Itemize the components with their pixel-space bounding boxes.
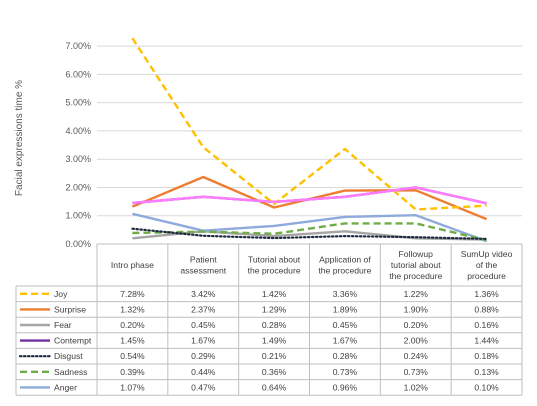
series-lines <box>131 37 488 243</box>
table-cell: 1.67% <box>333 336 358 346</box>
table-cell: 0.20% <box>120 320 145 330</box>
category-label: the procedure <box>248 266 301 276</box>
category-label: of the <box>476 260 498 270</box>
table-cell: 1.44% <box>474 336 499 346</box>
table-cell: 0.45% <box>191 320 216 330</box>
category-label: procedure <box>467 271 506 281</box>
table-cell: 1.22% <box>404 289 429 299</box>
table-cell: 1.42% <box>262 289 287 299</box>
series-name: Fear <box>54 320 72 330</box>
series-name: Anger <box>54 382 77 392</box>
table-cell: 0.24% <box>404 351 429 361</box>
category-label: Tutorial about <box>248 254 301 264</box>
category-label: Followup <box>399 249 434 259</box>
table-cell: 3.36% <box>333 289 358 299</box>
table-cell: 0.45% <box>333 320 358 330</box>
y-axis-ticks: 0.00% 1.00% 2.00% 3.00% 4.00% 5.00% 6.00% 7.00% <box>65 41 91 249</box>
series-name: Contempt <box>54 336 92 346</box>
series-line-overlay <box>132 186 487 205</box>
category-label: Application of <box>319 254 371 264</box>
y-tick-label: 5.00% <box>65 98 91 108</box>
table-cell: 0.88% <box>474 304 499 314</box>
table-cell: 0.44% <box>191 367 216 377</box>
table-cell: 1.89% <box>333 304 358 314</box>
y-tick-label: 6.00% <box>65 69 91 79</box>
y-tick-label: 4.00% <box>65 126 91 136</box>
table-cell: 1.36% <box>474 289 499 299</box>
category-label: tutorial about <box>391 260 441 270</box>
table-cell: 0.18% <box>474 351 499 361</box>
table-cell: 1.90% <box>404 304 429 314</box>
table-cell: 0.96% <box>333 382 358 392</box>
table-cell: 1.29% <box>262 304 287 314</box>
table-cell: 1.49% <box>262 336 287 346</box>
table-cell: 0.73% <box>333 367 358 377</box>
category-label: the procedure <box>389 271 442 281</box>
y-tick-label: 7.00% <box>65 41 91 51</box>
category-label: Patient <box>190 254 217 264</box>
y-tick-label: 1.00% <box>65 211 91 221</box>
table-cell: 3.42% <box>191 289 216 299</box>
category-label: assessment <box>180 266 226 276</box>
table-cell: 7.28% <box>120 289 145 299</box>
table-cell: 1.67% <box>191 336 216 346</box>
table-cell: 0.20% <box>404 320 429 330</box>
table-cell: 0.64% <box>262 382 287 392</box>
y-axis-label: Facial expressions time % <box>14 80 25 196</box>
category-label: the procedure <box>318 266 371 276</box>
table-cell: 1.32% <box>120 304 145 314</box>
series-line-sadness <box>132 222 487 242</box>
grid-lines <box>97 45 522 245</box>
table-cell: 2.37% <box>191 304 216 314</box>
series-name: Sadness <box>54 367 87 377</box>
table-cell: 0.73% <box>404 367 429 377</box>
series-name: Disgust <box>54 351 83 361</box>
table-cell: 0.21% <box>262 351 287 361</box>
data-table: Intro phase Patient assessment Tutorial abo… <box>15 244 523 396</box>
table-cell: 0.28% <box>333 351 358 361</box>
series-line-anger <box>132 212 488 243</box>
category-label: SumUp video <box>461 249 513 259</box>
series-line-contempt <box>132 186 487 205</box>
series-line-disgust <box>131 227 488 240</box>
series-name: Joy <box>54 289 68 299</box>
table-cell: 1.02% <box>404 382 429 392</box>
table-cell: 0.29% <box>191 351 216 361</box>
series-line-joy <box>131 37 487 211</box>
y-tick-label: 0.00% <box>65 239 91 249</box>
table-cell: 1.07% <box>120 382 145 392</box>
series-name: Surprise <box>54 304 86 314</box>
y-tick-label: 3.00% <box>65 154 91 164</box>
table-cell: 0.47% <box>191 382 216 392</box>
y-tick-label: 2.00% <box>65 182 91 192</box>
category-label: Intro phase <box>111 260 154 270</box>
table-cell: 2.00% <box>404 336 429 346</box>
table-cell: 0.10% <box>474 382 499 392</box>
table-cell: 0.28% <box>262 320 287 330</box>
table-cell: 0.16% <box>474 320 499 330</box>
table-cell: 0.54% <box>120 351 145 361</box>
table-cell: 1.45% <box>120 336 145 346</box>
table-cell: 0.13% <box>474 367 499 377</box>
table-cell: 0.36% <box>262 367 287 377</box>
table-cell: 0.39% <box>120 367 145 377</box>
